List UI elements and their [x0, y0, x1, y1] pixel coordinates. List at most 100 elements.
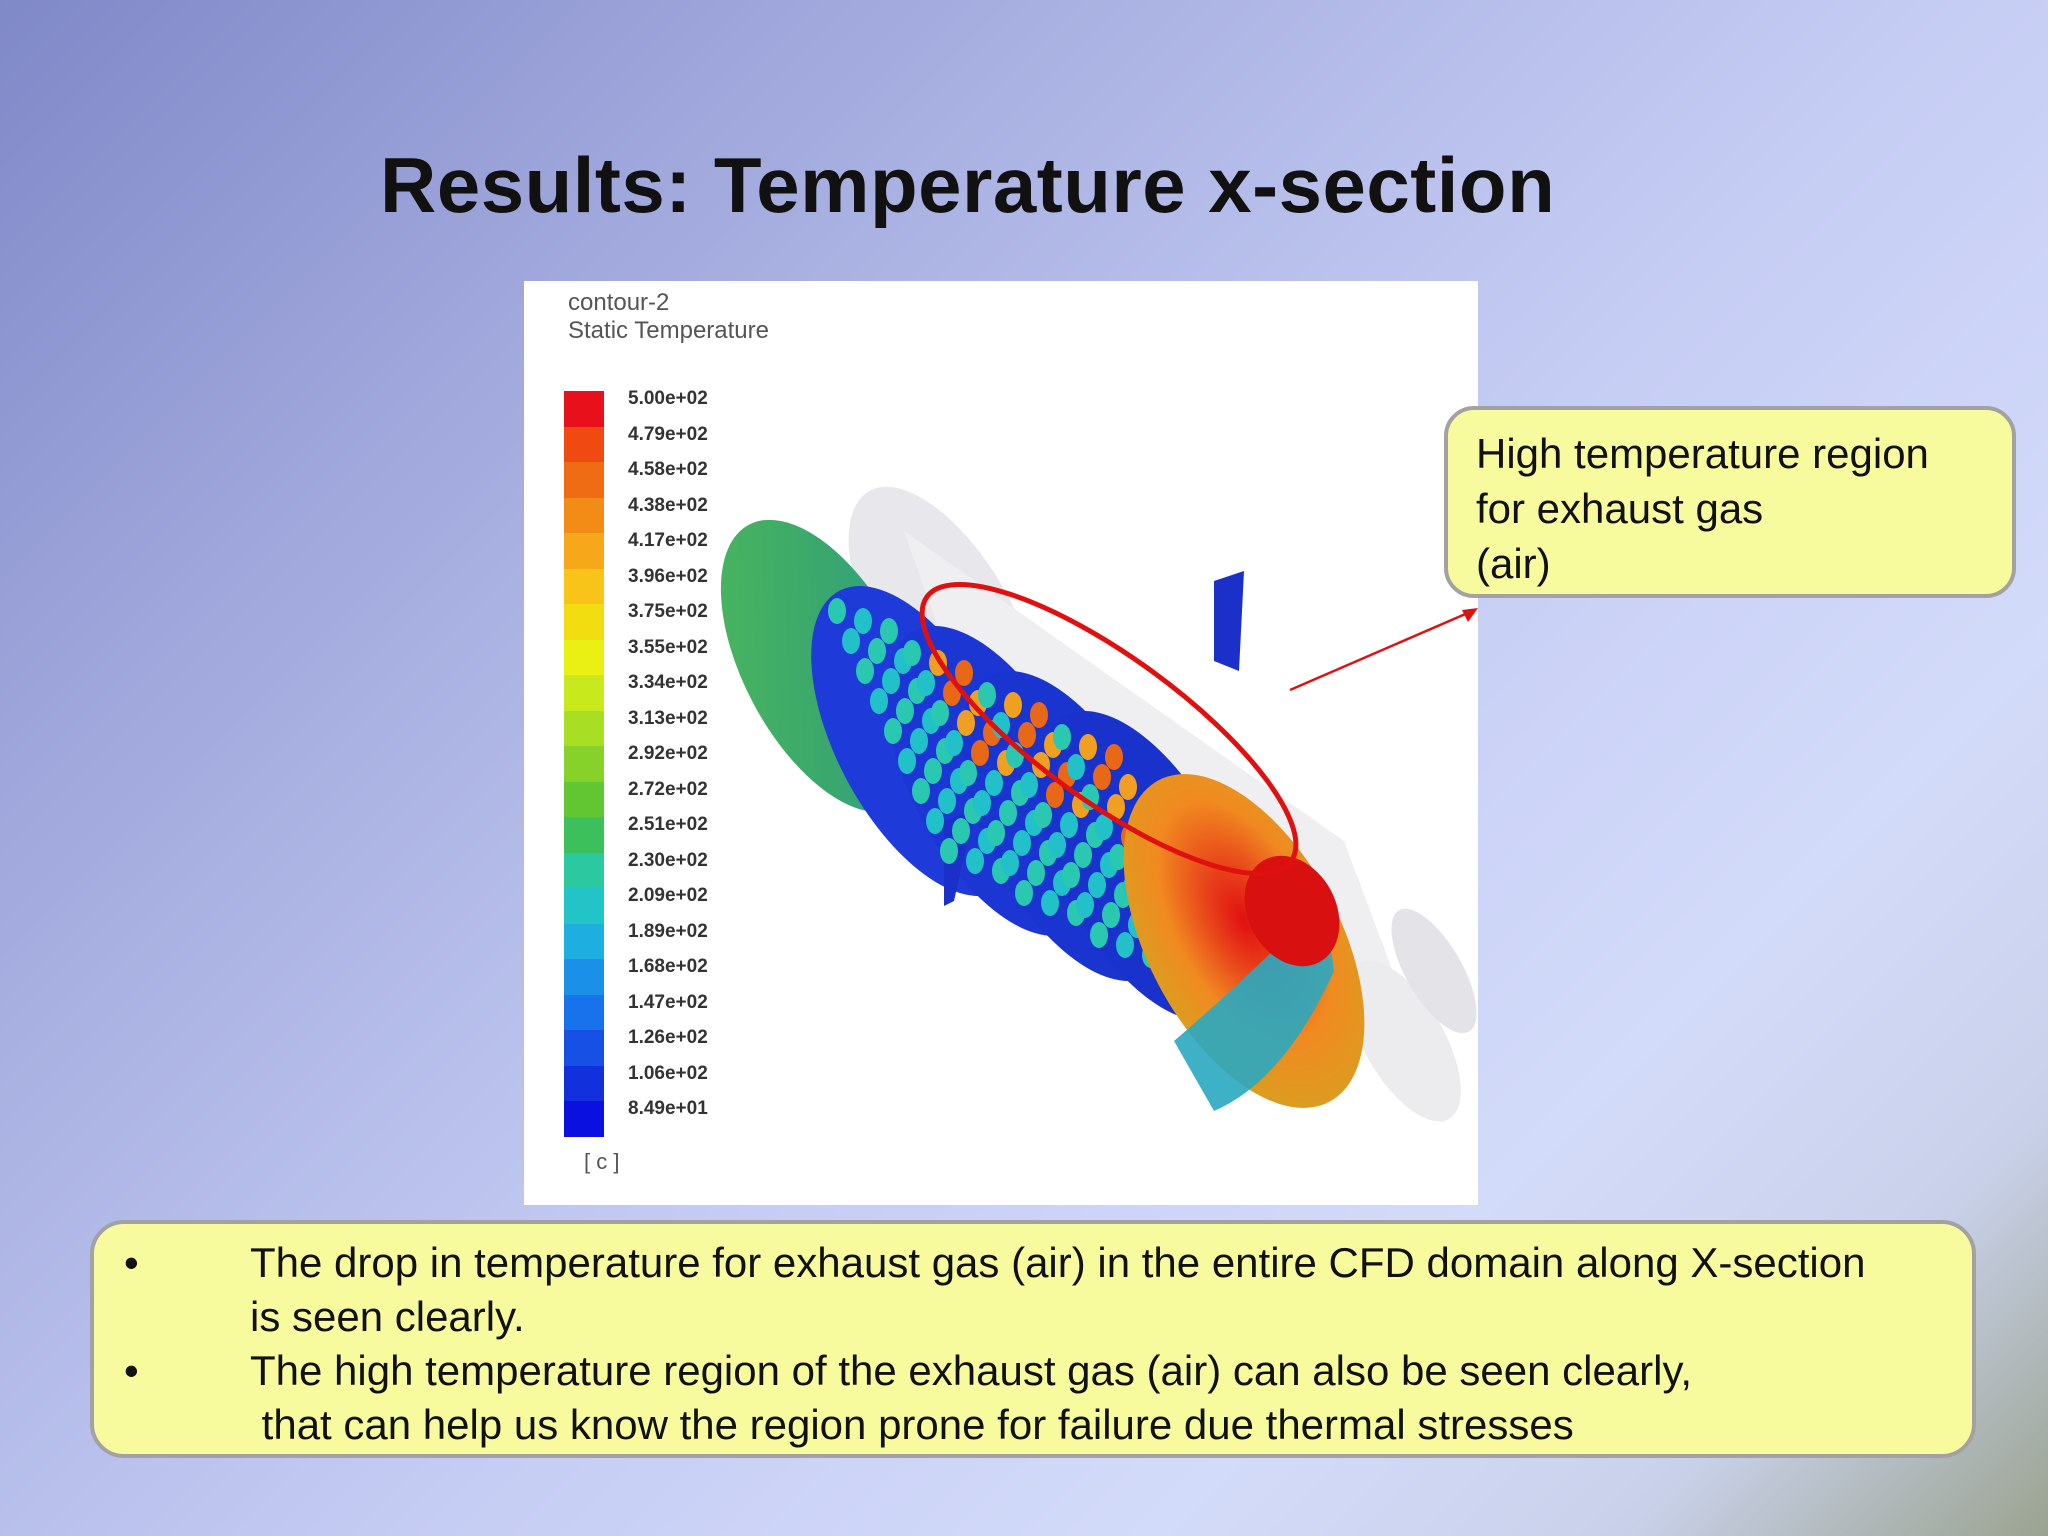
bullet: • — [124, 1347, 139, 1394]
tube-hole — [1074, 842, 1092, 868]
legend-swatch — [564, 746, 604, 782]
tube-hole — [1093, 764, 1111, 790]
legend-label: 3.34e+02 — [628, 672, 708, 693]
cfd-contour-figure: contour-2 Static Temperature 5.00e+02 4.7… — [524, 281, 1478, 1205]
tube-hole — [1109, 844, 1127, 870]
legend-swatch — [564, 426, 604, 462]
tube-hole — [1046, 782, 1064, 808]
list-item: • The drop in temperature for exhaust ga… — [124, 1236, 1946, 1344]
tube-hole — [987, 820, 1005, 846]
legend-label: 3.55e+02 — [628, 636, 708, 658]
summary-notes: • The drop in temperature for exhaust ga… — [90, 1220, 1976, 1458]
tube-hole — [868, 638, 886, 664]
tube-hole — [1062, 862, 1080, 888]
tube-hole — [938, 788, 956, 814]
tube-hole — [1048, 832, 1066, 858]
tube-hole — [1001, 850, 1019, 876]
tube-hole — [917, 670, 935, 696]
slide-title: Results: Temperature x-section — [380, 141, 1556, 229]
legend-swatch — [564, 817, 604, 853]
tube-hole — [931, 700, 949, 726]
tube-hole — [910, 728, 928, 754]
legend-swatch — [564, 462, 604, 498]
note-2-line-1: The high temperature region of the exhau… — [250, 1347, 1693, 1394]
legend-swatch — [564, 533, 604, 569]
tube-hole — [957, 710, 975, 736]
legend-swatch — [564, 391, 604, 427]
legend-swatch — [564, 781, 604, 817]
legend-swatch — [564, 604, 604, 640]
callout-line-1: High temperature region — [1476, 430, 1929, 477]
legend-swatch — [564, 675, 604, 711]
tube-hole — [973, 790, 991, 816]
legend-swatch — [564, 959, 604, 995]
color-legend-labels: 5.00e+02 4.79e+02 4.58e+02 4.38e+02 4.17e+02… — [628, 381, 708, 1127]
legend-label: 2.92e+02 — [628, 743, 708, 764]
tube-hole — [1076, 892, 1094, 918]
tube-hole — [882, 668, 900, 694]
callout-line-2: for exhaust gas — [1476, 485, 1764, 532]
high-temp-callout: High temperature region for exhaust gas … — [1444, 406, 2016, 598]
legend-label: 8.49e+01 — [628, 1098, 708, 1119]
tube-hole — [1090, 922, 1108, 948]
tube-hole — [912, 778, 930, 804]
tube-hole — [1079, 734, 1097, 760]
tube-hole — [1107, 794, 1125, 820]
legend-label: 3.75e+02 — [628, 601, 708, 622]
note-2-line-2: that can help us know the region prone f… — [250, 1401, 1574, 1448]
high-temp-highlight-ellipse — [919, 581, 1299, 877]
legend-label: 1.47e+02 — [628, 991, 708, 1013]
legend-swatch — [564, 497, 604, 533]
tube-hole — [1018, 722, 1036, 748]
tube-hole — [1060, 812, 1078, 838]
color-legend-bar — [564, 391, 604, 1137]
tube-hole — [880, 618, 898, 644]
legend-swatch — [564, 568, 604, 604]
legend-label: 4.79e+02 — [628, 423, 708, 445]
legend-swatch — [564, 888, 604, 924]
legend-label: 3.96e+02 — [628, 565, 708, 587]
legend-label: 1.68e+02 — [628, 956, 708, 977]
contour-name: contour-2 — [568, 289, 670, 316]
tube-hole — [1095, 814, 1113, 840]
legend-label: 2.09e+02 — [628, 885, 708, 906]
legend-label: 1.06e+02 — [628, 1062, 708, 1084]
legend-label: 1.89e+02 — [628, 920, 708, 942]
tube-hole — [1027, 860, 1045, 886]
tube-hole — [971, 740, 989, 766]
tube-hole — [1102, 902, 1120, 928]
legend-swatch — [564, 1030, 604, 1066]
figure-header: contour-2 Static Temperature — [568, 289, 769, 345]
tube-hole — [924, 758, 942, 784]
legend-swatch — [564, 639, 604, 675]
legend-label: 2.30e+02 — [628, 849, 708, 871]
tube-hole — [952, 818, 970, 844]
legend-label: 2.51e+02 — [628, 814, 708, 835]
tube-hole — [1020, 772, 1038, 798]
legend-swatch — [564, 1101, 604, 1137]
tube-hole — [926, 808, 944, 834]
tube-hole — [1041, 890, 1059, 916]
tube-hole — [945, 730, 963, 756]
tube-hole — [1053, 724, 1071, 750]
callout-line-3: (air) — [1476, 540, 1551, 587]
tube-hole — [999, 800, 1017, 826]
tube-hole — [870, 688, 888, 714]
variable-name: Static Temperature — [568, 317, 769, 344]
legend-swatch — [564, 1065, 604, 1101]
tube-hole — [940, 838, 958, 864]
tube-hole — [978, 682, 996, 708]
tube-hole — [854, 608, 872, 634]
legend-label: 2.72e+02 — [628, 778, 708, 800]
tube-hole — [884, 718, 902, 744]
tube-hole — [1119, 774, 1137, 800]
tube-hole — [955, 660, 973, 686]
tube-hole — [985, 770, 1003, 796]
legend-label: 4.38e+02 — [628, 494, 708, 516]
note-1-line-1: The drop in temperature for exhaust gas … — [250, 1239, 1866, 1286]
tube-hole — [1116, 932, 1134, 958]
legend-label: 4.58e+02 — [628, 459, 708, 480]
tube-hole — [1013, 830, 1031, 856]
tube-hole — [842, 628, 860, 654]
